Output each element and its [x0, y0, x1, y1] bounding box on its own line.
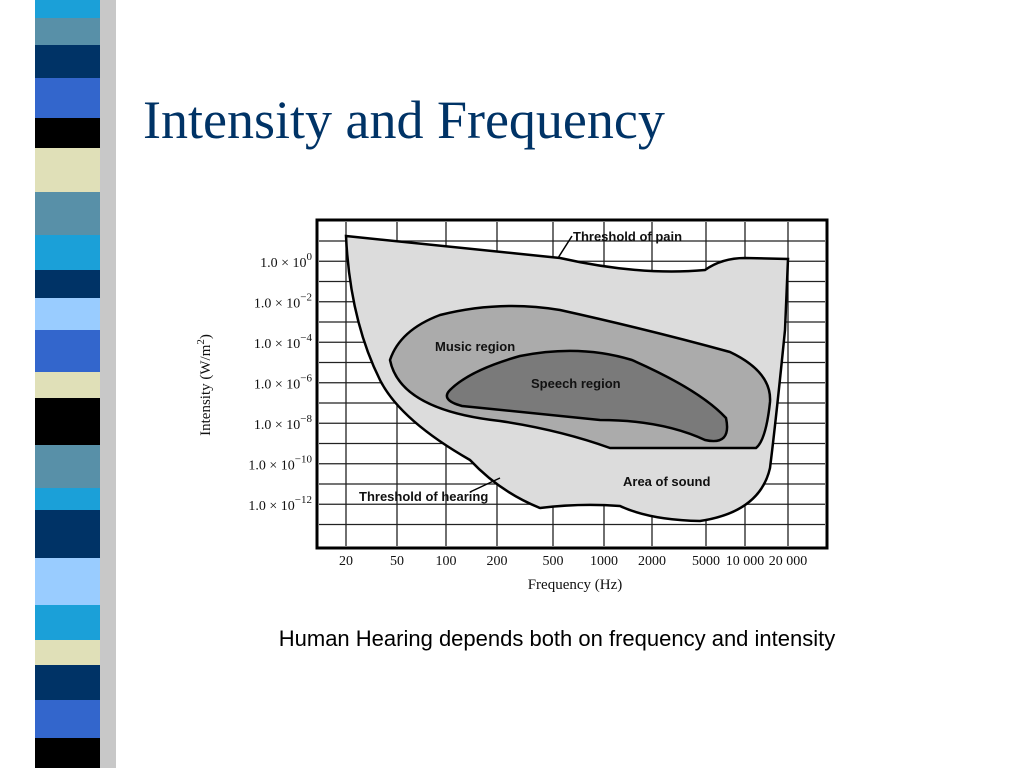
slide-title: Intensity and Frequency	[143, 90, 665, 150]
y-tick-label: 1.0 × 10−2	[254, 292, 312, 312]
region-label: Music region	[435, 339, 515, 354]
region-label: Area of sound	[623, 474, 710, 489]
region-label: Threshold of hearing	[359, 489, 488, 504]
y-tick-label: 1.0 × 100	[260, 251, 312, 271]
x-tick-label: 20	[339, 554, 353, 569]
x-tick-label: 1000	[590, 554, 618, 569]
x-tick-label: 20 000	[769, 554, 808, 569]
y-axis-label: Intensity (W/m2)	[195, 334, 214, 436]
y-tick-label: 1.0 × 10−12	[248, 494, 312, 514]
x-tick-label: 10 000	[726, 554, 765, 569]
x-tick-label: 100	[436, 554, 457, 569]
x-axis-label: Frequency (Hz)	[528, 577, 623, 593]
side-strip	[35, 0, 116, 768]
y-tick-label: 1.0 × 10−8	[254, 413, 313, 433]
x-tick-label: 50	[390, 554, 404, 569]
region-label: Threshold of pain	[573, 229, 682, 244]
y-tick-label: 1.0 × 10−6	[254, 373, 313, 393]
x-tick-label: 5000	[692, 554, 720, 569]
x-tick-label: 200	[487, 554, 508, 569]
x-tick-label: 2000	[638, 554, 666, 569]
y-tick-label: 1.0 × 10−4	[254, 332, 313, 352]
y-tick-label: 1.0 × 10−10	[248, 454, 312, 474]
x-tick-label: 500	[543, 554, 564, 569]
figure: Threshold of pain Music region Speech re…	[195, 218, 829, 593]
caption: Human Hearing depends both on frequency …	[279, 626, 835, 651]
region-label: Speech region	[531, 376, 621, 391]
